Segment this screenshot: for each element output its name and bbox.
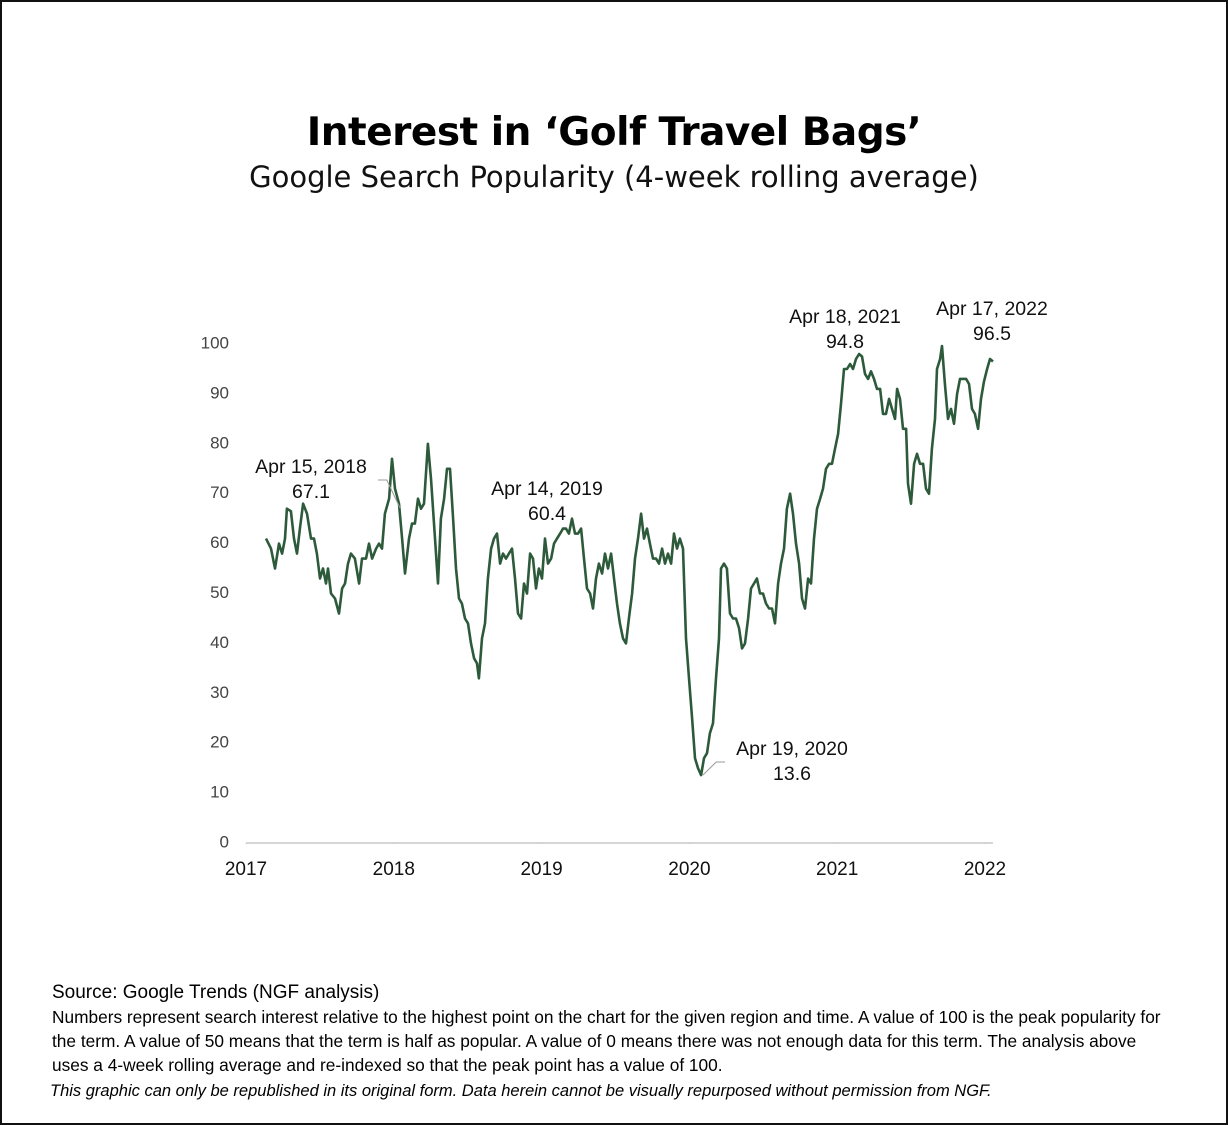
- x-tick-label: 2017: [225, 859, 267, 880]
- y-tick-label: 40: [210, 633, 229, 652]
- y-tick-label: 30: [210, 683, 229, 702]
- annotation-value: 96.5: [973, 323, 1011, 345]
- annotation-label: Apr 18, 2021: [789, 306, 901, 328]
- y-tick-label: 90: [210, 383, 229, 402]
- source: Source: Google Trends (NGF analysis): [52, 982, 380, 1003]
- disclaimer: This graphic can only be republished in …: [50, 1082, 992, 1100]
- y-tick-label: 60: [210, 533, 229, 552]
- x-tick-label: 2018: [373, 859, 415, 880]
- x-tick-label: 2021: [816, 859, 858, 880]
- y-tick-label: 50: [210, 583, 229, 602]
- x-tick-label: 2022: [964, 859, 1006, 880]
- line: [264, 344, 994, 777]
- y-tick-label: 70: [210, 483, 229, 502]
- annotation-label: Apr 15, 2018: [255, 456, 367, 478]
- y-tick-label: 100: [201, 333, 229, 352]
- annotation-value: 94.8: [826, 331, 864, 353]
- annotation-leader: [702, 761, 725, 776]
- annotation-label: Apr 17, 2022: [936, 298, 1048, 320]
- chart: 0 10 20 30 40 50 60 70 80 90 100 2017 2018 2019 2020 20…: [201, 298, 1048, 880]
- y-tick-label: 10: [210, 783, 229, 802]
- annotation-label: Apr 14, 2019: [491, 478, 603, 500]
- x-tick-label: 2019: [520, 859, 562, 880]
- chart-subtitle: Google Search Popularity (4-week rolling…: [249, 160, 979, 194]
- y-tick-label: 20: [210, 733, 229, 752]
- note: Numbers represent search interest relati…: [52, 1007, 1161, 1075]
- annotation-label: Apr 19, 2020: [736, 738, 848, 760]
- annotation-value: 13.6: [773, 763, 811, 785]
- y-tick-label: 80: [210, 433, 229, 452]
- annotation-value: 60.4: [528, 503, 566, 525]
- annotation-value: 67.1: [292, 481, 330, 503]
- annotation-leader: [378, 479, 401, 509]
- y-tick-label: 0: [220, 832, 229, 851]
- x-tick-label: 2020: [668, 859, 710, 880]
- chart-title: Interest in ‘Golf Travel Bags’: [306, 110, 922, 155]
